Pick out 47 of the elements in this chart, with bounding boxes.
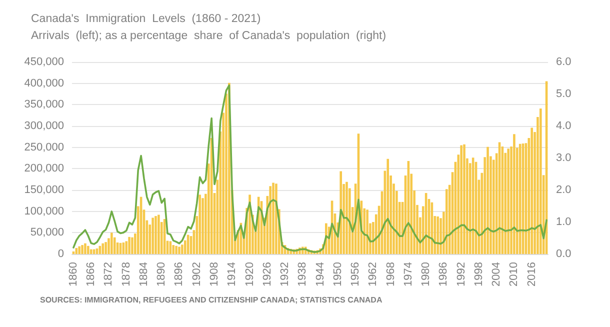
y-tick-label: 200,000 — [24, 162, 64, 175]
x-tick-label: 1950 — [332, 262, 344, 286]
x-tick-label: 1962 — [367, 262, 380, 286]
y2-tick-label: 1.0 — [556, 216, 572, 228]
y2-tick-label: 6.0 — [556, 56, 572, 68]
x-tick-label: 1938 — [296, 262, 309, 286]
x-tick-label: 1932 — [279, 262, 292, 286]
y-tick-label: 450,000 — [24, 56, 64, 68]
y2-tick-label: 4.0 — [556, 120, 572, 132]
chart-subtitle: Arrivals (left); as a percentage share of Canada's population (right) — [31, 30, 386, 42]
x-tick-label: 1980 — [420, 262, 432, 286]
y-tick-label: 250,000 — [24, 141, 64, 154]
x-tick-label: 2004 — [490, 262, 503, 286]
x-tick-label: 1896 — [173, 262, 186, 286]
y-tick-label: 0 — [58, 248, 64, 260]
y-tick-label: 150,000 — [24, 184, 64, 196]
x-tick-label: 1986 — [438, 262, 450, 286]
x-tick-label: 2010 — [508, 262, 520, 286]
x-tick-label: 1920 — [244, 262, 256, 286]
x-tick-label: 1860 — [67, 262, 80, 286]
x-tick-label: 1944 — [314, 262, 326, 286]
x-tick-label: 1890 — [156, 262, 168, 286]
y2-tick-label: 2.0 — [556, 184, 572, 196]
y2-tick-label: 0.0 — [556, 248, 572, 260]
x-tick-label: 1992 — [455, 262, 468, 286]
x-tick-label: 1908 — [208, 262, 221, 286]
x-tick-label: 1956 — [350, 262, 362, 286]
x-tick-label: 1926 — [261, 262, 274, 286]
x-tick-label: 1974 — [402, 262, 414, 286]
y-tick-label: 400,000 — [24, 77, 64, 90]
x-tick-label: 1914 — [226, 262, 238, 286]
x-tick-label: 2016 — [526, 262, 538, 286]
chart-title: Canada's Immigration Levels (1860 - 2021) — [31, 13, 261, 25]
y-tick-label: 350,000 — [24, 98, 64, 111]
y2-tick-label: 5.0 — [556, 88, 572, 100]
x-tick-label: 1968 — [384, 262, 397, 286]
x-tick-label: 1872 — [102, 262, 115, 286]
y-tick-label: 50,000 — [30, 226, 64, 239]
x-tick-label: 1902 — [190, 262, 203, 286]
source-note: SOURCES: IMMIGRATION, REFUGEES AND CITIZENSHIP CANADA; STATISTICS CANADA — [40, 296, 382, 304]
x-tick-label: 1884 — [138, 262, 150, 286]
y2-tick-label: 3.0 — [556, 152, 572, 164]
x-tick-label: 1866 — [85, 262, 98, 286]
x-tick-label: 1878 — [120, 262, 132, 286]
y-tick-label: 300,000 — [24, 120, 64, 132]
y-tick-label: 100,000 — [24, 205, 64, 218]
x-tick-label: 1998 — [472, 262, 485, 286]
